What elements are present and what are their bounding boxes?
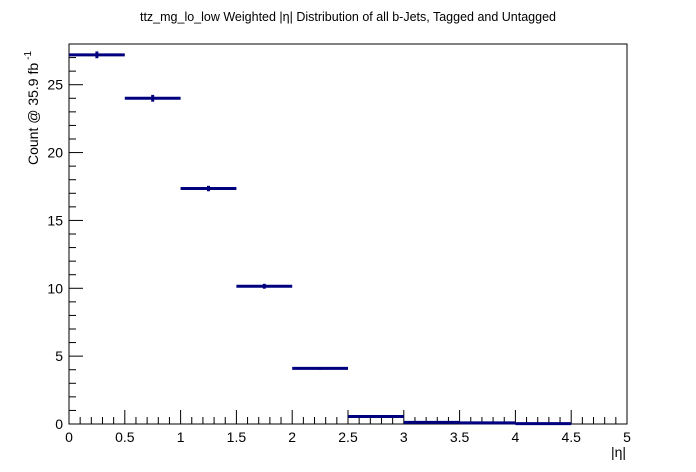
x-tick-label: 1.5	[227, 429, 247, 445]
x-tick-label: 0.5	[115, 429, 135, 445]
y-axis-label-text: Count @ 35.9 fb	[25, 63, 41, 165]
x-tick-label: 3	[400, 429, 408, 445]
y-tick-label: 5	[55, 348, 63, 364]
x-tick-label: 0	[65, 429, 73, 445]
histogram-bin	[459, 421, 516, 425]
histogram-bin	[180, 185, 237, 192]
histogram-bin	[292, 366, 348, 370]
x-tick-label: 1	[177, 429, 185, 445]
y-tick-label: 15	[47, 212, 63, 228]
histogram-bin	[403, 420, 460, 424]
histogram-bin	[236, 283, 293, 289]
x-tick-label: 2	[288, 429, 296, 445]
x-tick-label: 4	[512, 429, 520, 445]
y-axis-ticks: 0 5 10 15 20 25	[47, 43, 83, 432]
y-tick-label: 25	[47, 77, 63, 93]
x-tick-label: 4.5	[561, 429, 581, 445]
y-axis-label: Count @ 35.9 fb -1	[23, 50, 41, 165]
histogram-bin	[348, 415, 404, 419]
chart-title: ttz_mg_lo_low Weighted |η| Distribution …	[140, 10, 556, 24]
y-tick-label: 10	[47, 280, 63, 296]
x-tick-label: 3.5	[450, 429, 470, 445]
histogram-bins	[69, 51, 572, 426]
x-tick-label: 2.5	[338, 429, 358, 445]
histogram-bin	[124, 94, 181, 102]
y-axis-label-superscript: -1	[23, 50, 34, 59]
x-tick-label: 5	[623, 429, 631, 445]
x-axis-label: |η|	[611, 444, 626, 460]
histogram-bin	[69, 51, 125, 59]
y-tick-label: 0	[55, 416, 63, 432]
y-tick-label: 20	[47, 145, 63, 161]
